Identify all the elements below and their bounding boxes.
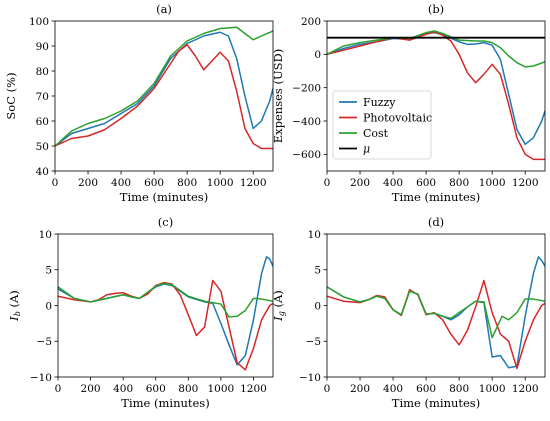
y-axis-title: Ig (A) <box>271 290 286 322</box>
y-tick-label: −200 <box>292 82 321 94</box>
legend-label: Fuzzy <box>363 96 396 109</box>
y-tick-label: 10 <box>308 229 321 241</box>
panel-title: (d) <box>428 215 444 229</box>
y-axis-title: Expenses (USD) <box>271 49 285 143</box>
plot-frame <box>326 20 546 172</box>
x-tick-label: 800 <box>178 383 198 395</box>
y-tick-label: 5 <box>314 265 321 277</box>
series-line-cost <box>58 282 273 318</box>
y-tick-label: 90 <box>36 41 49 53</box>
legend-label: Photovoltaic <box>363 111 432 124</box>
y-axis-title: SoC (%) <box>4 72 18 119</box>
y-tick-label: 0 <box>314 300 321 312</box>
series-line-photovoltaic <box>58 279 273 371</box>
x-tick-label: 0 <box>52 177 59 189</box>
y-tick-label: 0 <box>314 49 321 61</box>
x-tick-label: 1200 <box>512 177 539 189</box>
y-tick-label: 40 <box>36 166 49 178</box>
x-tick-label: 400 <box>111 177 131 189</box>
x-tick-label: 600 <box>144 177 164 189</box>
plot-frame <box>57 233 274 378</box>
y-tick-label: 200 <box>301 16 321 28</box>
series-line-fuzzy <box>55 31 273 147</box>
y-tick-label: 100 <box>29 16 49 28</box>
series-line-cost <box>55 26 273 147</box>
panel-a: 0 200 400 600 800 1000 1200 40 50 60 70 80 90 100 (a) T… <box>4 2 274 204</box>
x-tick-label: 600 <box>146 383 166 395</box>
x-tick-label: 1000 <box>207 177 234 189</box>
x-tick-label: 200 <box>81 383 101 395</box>
y-tick-label: −10 <box>30 372 52 384</box>
x-tick-label: 1200 <box>240 383 267 395</box>
x-tick-label: 800 <box>449 383 469 395</box>
x-tick-label: 200 <box>350 383 370 395</box>
series-line-cost <box>327 286 545 339</box>
x-tick-label: 800 <box>449 177 469 189</box>
x-tick-label: 600 <box>416 177 436 189</box>
x-tick-label: 0 <box>324 177 331 189</box>
x-tick-label: 0 <box>55 383 62 395</box>
panel-b: 0 200 400 600 800 1000 1200 −600 −400 −200 0 200 (b)… <box>271 2 546 204</box>
y-tick-label: 5 <box>45 265 52 277</box>
series-line-photovoltaic <box>55 44 273 150</box>
series-line-photovoltaic <box>327 31 545 161</box>
panel-title: (c) <box>158 215 173 229</box>
plot-frame <box>54 20 274 172</box>
x-tick-label: 1000 <box>208 383 235 395</box>
x-tick-label: 400 <box>383 177 403 189</box>
panel-title: (a) <box>156 2 172 16</box>
x-tick-label: 400 <box>383 383 403 395</box>
panel-title: (b) <box>428 2 444 16</box>
x-tick-label: 600 <box>416 383 436 395</box>
y-tick-label: −400 <box>292 116 321 128</box>
series-line-fuzzy <box>58 256 273 366</box>
legend-label: μ <box>363 142 370 155</box>
series-line-cost <box>327 30 545 68</box>
x-tick-label: 800 <box>177 177 197 189</box>
y-tick-label: −5 <box>306 336 321 348</box>
legend-box <box>332 90 432 160</box>
y-tick-label: 10 <box>39 229 52 241</box>
x-tick-label: 400 <box>113 383 133 395</box>
y-tick-label: −600 <box>292 149 321 161</box>
legend: Fuzzy Photovoltaic Cost μ <box>332 90 432 160</box>
y-tick-label: −5 <box>37 336 52 348</box>
legend-label: Cost <box>363 127 389 140</box>
y-tick-label: 70 <box>36 91 49 103</box>
series-line-photovoltaic <box>327 279 545 370</box>
x-tick-label: 1200 <box>512 383 539 395</box>
y-tick-label: 60 <box>36 116 49 128</box>
x-axis-title: Time (minutes) <box>392 190 480 204</box>
x-axis-title: Time (minutes) <box>392 396 480 410</box>
x-tick-label: 1000 <box>479 177 506 189</box>
y-tick-label: 50 <box>36 141 49 153</box>
x-tick-label: 200 <box>78 177 98 189</box>
x-tick-label: 200 <box>350 177 370 189</box>
x-tick-label: 1000 <box>479 383 506 395</box>
x-tick-label: 0 <box>324 383 331 395</box>
x-tick-label: 1200 <box>240 177 267 189</box>
y-tick-label: 0 <box>45 300 52 312</box>
x-axis-title: Time (minutes) <box>120 190 208 204</box>
panel-c: 0 200 400 600 800 1000 1200 −10 −5 0 5 10 (c) Time (m… <box>7 215 274 410</box>
y-tick-label: 80 <box>36 66 49 78</box>
panel-d: 0 200 400 600 800 1000 1200 −10 −5 0 5 10 (d) Time (m… <box>271 215 546 410</box>
y-tick-label: −10 <box>299 372 321 384</box>
x-axis-title: Time (minutes) <box>121 396 209 410</box>
y-axis-title: Ib (A) <box>7 290 22 322</box>
